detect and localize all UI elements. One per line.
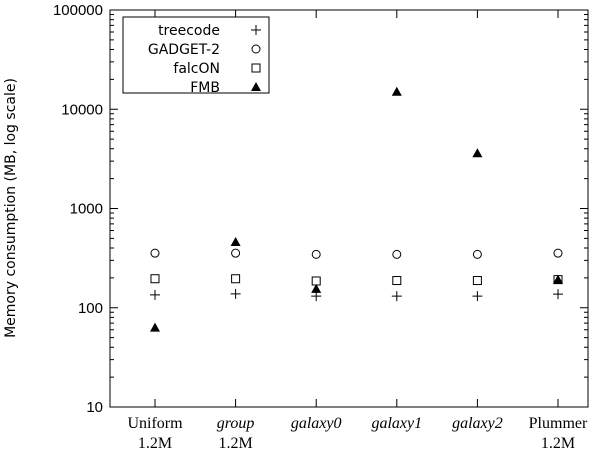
x-tick-sublabel: 1.2M xyxy=(218,435,252,452)
point-fmb xyxy=(311,283,322,293)
legend-marker xyxy=(251,63,261,73)
point-gadget-2 xyxy=(231,248,241,258)
y-tick-label: 1000 xyxy=(70,201,103,218)
point-falcon xyxy=(311,276,321,286)
point-gadget-2 xyxy=(553,248,563,258)
data-points xyxy=(150,86,563,332)
x-tick-label: galaxy2 xyxy=(452,415,503,432)
legend-marker xyxy=(251,25,261,35)
y-tick-label: 100000 xyxy=(53,2,103,19)
x-tick-label: Plummer xyxy=(529,415,588,432)
point-fmb xyxy=(150,322,160,332)
point-falcon xyxy=(472,276,482,286)
legend-label: treecode xyxy=(158,23,220,39)
point-gadget-2 xyxy=(311,249,321,259)
point-fmb xyxy=(391,86,402,96)
y-axis-label: Memory consumption (MB, log scale) xyxy=(3,78,19,338)
legend-label: GADGET-2 xyxy=(148,42,220,58)
point-treecode xyxy=(150,289,160,300)
point-falcon xyxy=(231,274,241,284)
point-treecode xyxy=(230,288,241,299)
legend-label: falcON xyxy=(173,61,220,77)
x-tick-sublabel: 1.2M xyxy=(138,435,172,452)
y-axis: 10 100 1000 10000 100000 xyxy=(53,2,588,416)
legend-marker xyxy=(251,44,261,54)
x-tick-sublabel: 1.2M xyxy=(541,435,575,452)
y-tick-label: 10000 xyxy=(61,101,103,118)
point-fmb xyxy=(472,148,483,158)
legend: treecode GADGET-2 falcON FMB xyxy=(122,16,270,96)
point-falcon xyxy=(150,274,160,284)
point-fmb xyxy=(553,274,563,284)
x-tick-label: Uniform xyxy=(127,415,183,432)
x-tick-label: galaxy0 xyxy=(291,415,342,432)
x-tick-label: group xyxy=(217,415,255,432)
x-axis: Uniform 1.2M group 1.2M galaxy0 galaxy1 galaxy… xyxy=(127,10,588,452)
point-treecode xyxy=(553,289,563,300)
point-gadget-2 xyxy=(392,249,402,259)
point-gadget-2 xyxy=(150,248,160,258)
point-treecode xyxy=(472,291,483,302)
y-tick-label: 100 xyxy=(78,300,103,317)
point-treecode xyxy=(391,291,402,302)
point-falcon xyxy=(392,276,402,286)
legend-marker xyxy=(251,82,261,91)
legend-box xyxy=(122,16,270,94)
point-gadget-2 xyxy=(472,249,482,259)
x-tick-label: galaxy1 xyxy=(371,415,422,432)
y-tick-label: 10 xyxy=(86,399,103,416)
point-fmb xyxy=(230,236,241,246)
legend-label: FMB xyxy=(190,80,220,96)
